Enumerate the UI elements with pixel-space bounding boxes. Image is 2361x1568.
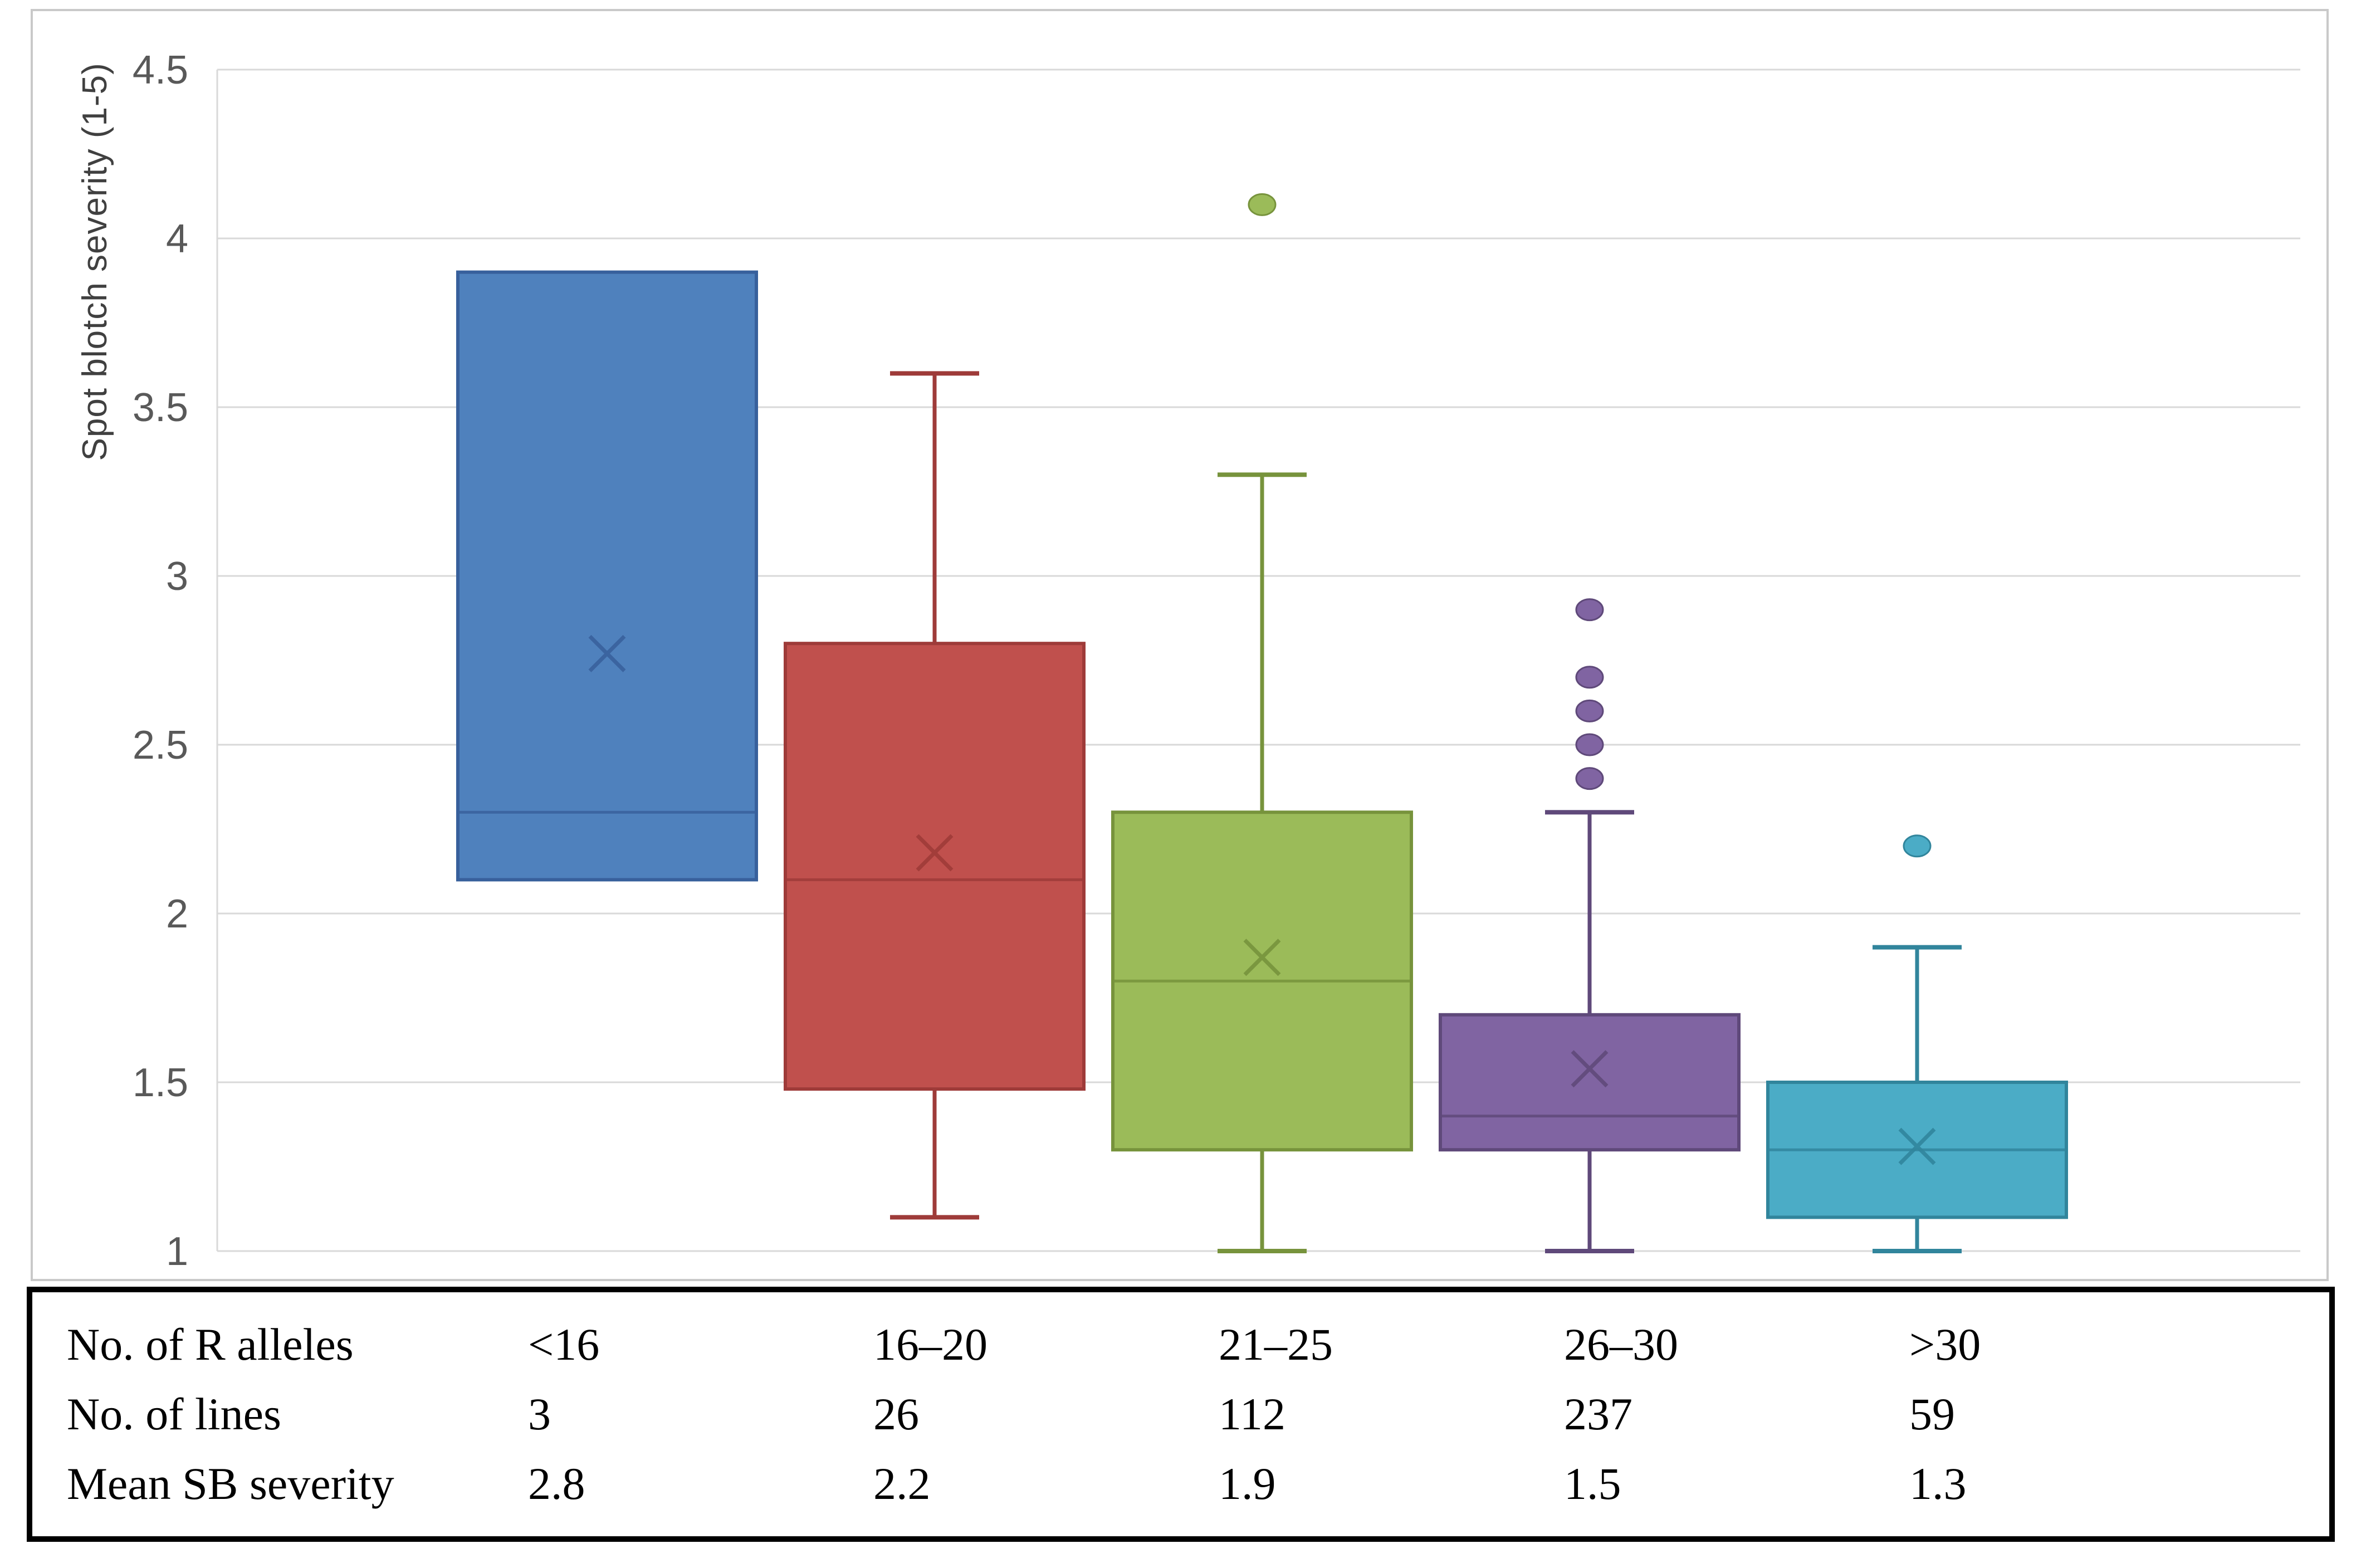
mean-marker-<16 (588, 634, 626, 672)
table-cell: 21–25 (1219, 1319, 1333, 1370)
table-row-3: Mean SB severity 2.8 2.2 1.9 1.5 1.3 (32, 1461, 2329, 1507)
table-cell: 112 (1219, 1389, 1285, 1439)
table-cell: 237 (1564, 1389, 1632, 1439)
table-row-label: Mean SB severity (67, 1458, 394, 1509)
y-tick-label: 1.5 (133, 1061, 188, 1105)
outlier-21–25-4.1 (1248, 193, 1277, 216)
table-cell: 1.3 (1909, 1458, 1967, 1509)
y-tick-label: 2.5 (133, 723, 188, 768)
outlier-26–30-2.6 (1575, 699, 1604, 722)
table-cell: 1.5 (1564, 1458, 1621, 1509)
table-cell: 2.2 (873, 1458, 931, 1509)
mean-marker-26–30 (1571, 1050, 1609, 1088)
table-row-label: No. of lines (67, 1389, 281, 1439)
outlier-26–30-2.9 (1575, 598, 1604, 622)
outlier-26–30-2.5 (1575, 733, 1604, 756)
outlier-26–30-2.4 (1575, 767, 1604, 790)
table-row-label: No. of R alleles (67, 1319, 354, 1370)
summary-table: No. of R alleles <16 16–20 21–25 26–30 >30 No.… (27, 1287, 2335, 1542)
table-row-2: No. of lines 3 26 112 237 59 (32, 1391, 2329, 1437)
mean-marker->30 (1898, 1127, 1936, 1165)
y-tick-label: 1 (166, 1229, 188, 1274)
boxplot-chart: 1 1.5 2 2.5 3 3.5 4 4.5 (133, 48, 2300, 1274)
y-tick-label: 4 (166, 217, 188, 261)
table-row-1: No. of R alleles <16 16–20 21–25 26–30 >30 (32, 1322, 2329, 1367)
outlier->30-2.2 (1903, 834, 1932, 858)
box-26–30 (1439, 1013, 1741, 1152)
table-cell: >30 (1909, 1319, 1981, 1370)
table-cell: 16–20 (873, 1319, 988, 1370)
box-16–20 (784, 642, 1086, 1091)
y-tick-label: 2 (166, 892, 188, 936)
y-tick-label: 3 (166, 554, 188, 599)
box-<16 (456, 270, 758, 882)
y-tick-label: 4.5 (133, 48, 188, 92)
table-cell: 26–30 (1564, 1319, 1678, 1370)
y-tick-label: 3.5 (133, 385, 188, 430)
table-cell: <16 (528, 1319, 600, 1370)
table-cell: 1.9 (1219, 1458, 1276, 1509)
table-cell: 26 (873, 1389, 919, 1439)
table-cell: 3 (528, 1389, 551, 1439)
table-cell: 2.8 (528, 1458, 585, 1509)
mean-marker-21–25 (1243, 939, 1281, 976)
table-cell: 59 (1909, 1389, 1955, 1439)
mean-marker-16–20 (916, 834, 954, 872)
outlier-26–30-2.7 (1575, 666, 1604, 689)
